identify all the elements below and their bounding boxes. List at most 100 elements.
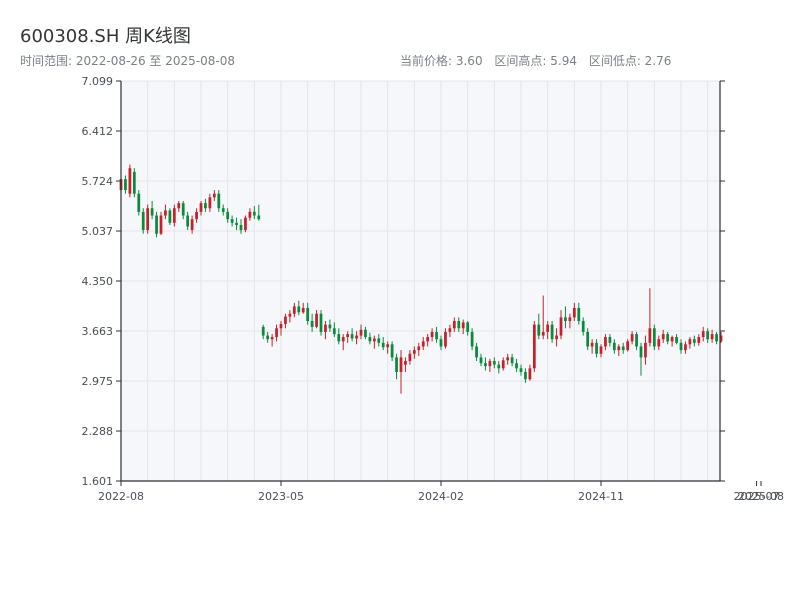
candle-body — [399, 357, 403, 372]
candle-up — [572, 302, 576, 322]
candle-up — [488, 358, 492, 372]
candle-down — [310, 313, 314, 332]
range-low-label: 区间低点: 2.76 — [588, 54, 672, 68]
candle-body — [297, 306, 301, 313]
candle-body — [479, 357, 483, 364]
candle-down — [328, 319, 332, 332]
candle-body — [324, 324, 327, 332]
candle-down — [479, 353, 483, 367]
candle-body — [452, 321, 456, 329]
candle-down — [226, 208, 230, 223]
candle-body — [541, 331, 545, 336]
candle-down — [252, 206, 256, 220]
candle-body — [186, 215, 190, 227]
candle-up — [461, 319, 465, 335]
candle-body — [195, 211, 198, 220]
candle-body — [648, 328, 652, 343]
candle-up — [444, 328, 447, 349]
candle-down — [715, 331, 718, 345]
candle-body — [368, 337, 372, 342]
candle-body — [301, 307, 305, 313]
candle-body — [506, 357, 510, 361]
candle-body — [572, 307, 576, 318]
candle-down — [204, 198, 207, 212]
candle-body — [550, 324, 554, 340]
candle-body — [284, 316, 287, 324]
candle-down — [435, 326, 438, 343]
y-tick-label: 4.350 — [82, 275, 114, 288]
candle-down — [137, 190, 141, 216]
candle-up — [701, 326, 705, 342]
candle-up — [719, 331, 723, 343]
candle-body — [586, 331, 590, 347]
candle-body — [275, 328, 278, 338]
candle-body — [657, 339, 661, 347]
candle-up — [412, 346, 416, 359]
candle-body — [332, 328, 336, 335]
candle-down — [595, 339, 598, 358]
candle-up — [430, 328, 434, 342]
candle-down — [519, 364, 523, 376]
candle-body — [475, 346, 478, 358]
candles — [119, 164, 723, 394]
candle-body — [710, 334, 714, 340]
candle-body — [484, 363, 487, 367]
candle-body — [608, 337, 612, 343]
candle-body — [252, 211, 256, 216]
candle-body — [555, 335, 558, 340]
candle-body — [604, 337, 607, 347]
candle-body — [168, 210, 172, 223]
candle-body — [457, 321, 461, 329]
candle-down — [652, 324, 656, 351]
candle-body — [155, 215, 158, 234]
candle-up — [657, 335, 661, 351]
candle-down — [475, 342, 478, 362]
candle-body — [212, 193, 216, 198]
candle-body — [612, 342, 616, 351]
candle-body — [132, 171, 136, 194]
candle-body — [519, 368, 523, 372]
candle-up — [501, 357, 505, 371]
candle-body — [661, 334, 665, 340]
y-tick-label: 7.099 — [82, 75, 114, 88]
candle-body — [355, 335, 358, 339]
candle-body — [701, 331, 705, 338]
candle-body — [230, 219, 234, 223]
candle-up — [199, 200, 203, 216]
candle-down — [577, 302, 581, 325]
candle-body — [217, 193, 221, 209]
candle-down — [497, 361, 501, 374]
candle-body — [270, 337, 274, 340]
candle-body — [381, 342, 385, 348]
candle-body — [386, 344, 390, 348]
candle-down — [612, 339, 616, 354]
candle-down — [510, 353, 514, 367]
candle-body — [439, 339, 443, 347]
candle-body — [564, 317, 567, 322]
candle-body — [426, 337, 430, 342]
candle-body — [257, 215, 261, 220]
candle-body — [204, 203, 207, 209]
candle-down — [217, 190, 221, 212]
candle-body — [181, 203, 185, 216]
candle-body — [706, 331, 710, 340]
candle-down — [692, 335, 696, 347]
candle-body — [470, 331, 474, 347]
candle-up — [648, 288, 652, 347]
candle-down — [586, 328, 590, 351]
candle-body — [630, 334, 634, 342]
candle-down — [124, 175, 127, 194]
candle-body — [675, 337, 678, 343]
candle-down — [319, 310, 323, 336]
candle-body — [328, 324, 332, 329]
candle-body — [244, 217, 247, 231]
candle-body — [666, 334, 670, 342]
candle-body — [377, 338, 381, 343]
candle-up — [506, 353, 510, 365]
candle-up — [190, 215, 194, 234]
candle-up — [128, 164, 132, 198]
candle-down — [492, 357, 496, 369]
candle-up — [644, 335, 647, 365]
candle-down — [297, 300, 301, 316]
candle-down — [141, 208, 145, 234]
